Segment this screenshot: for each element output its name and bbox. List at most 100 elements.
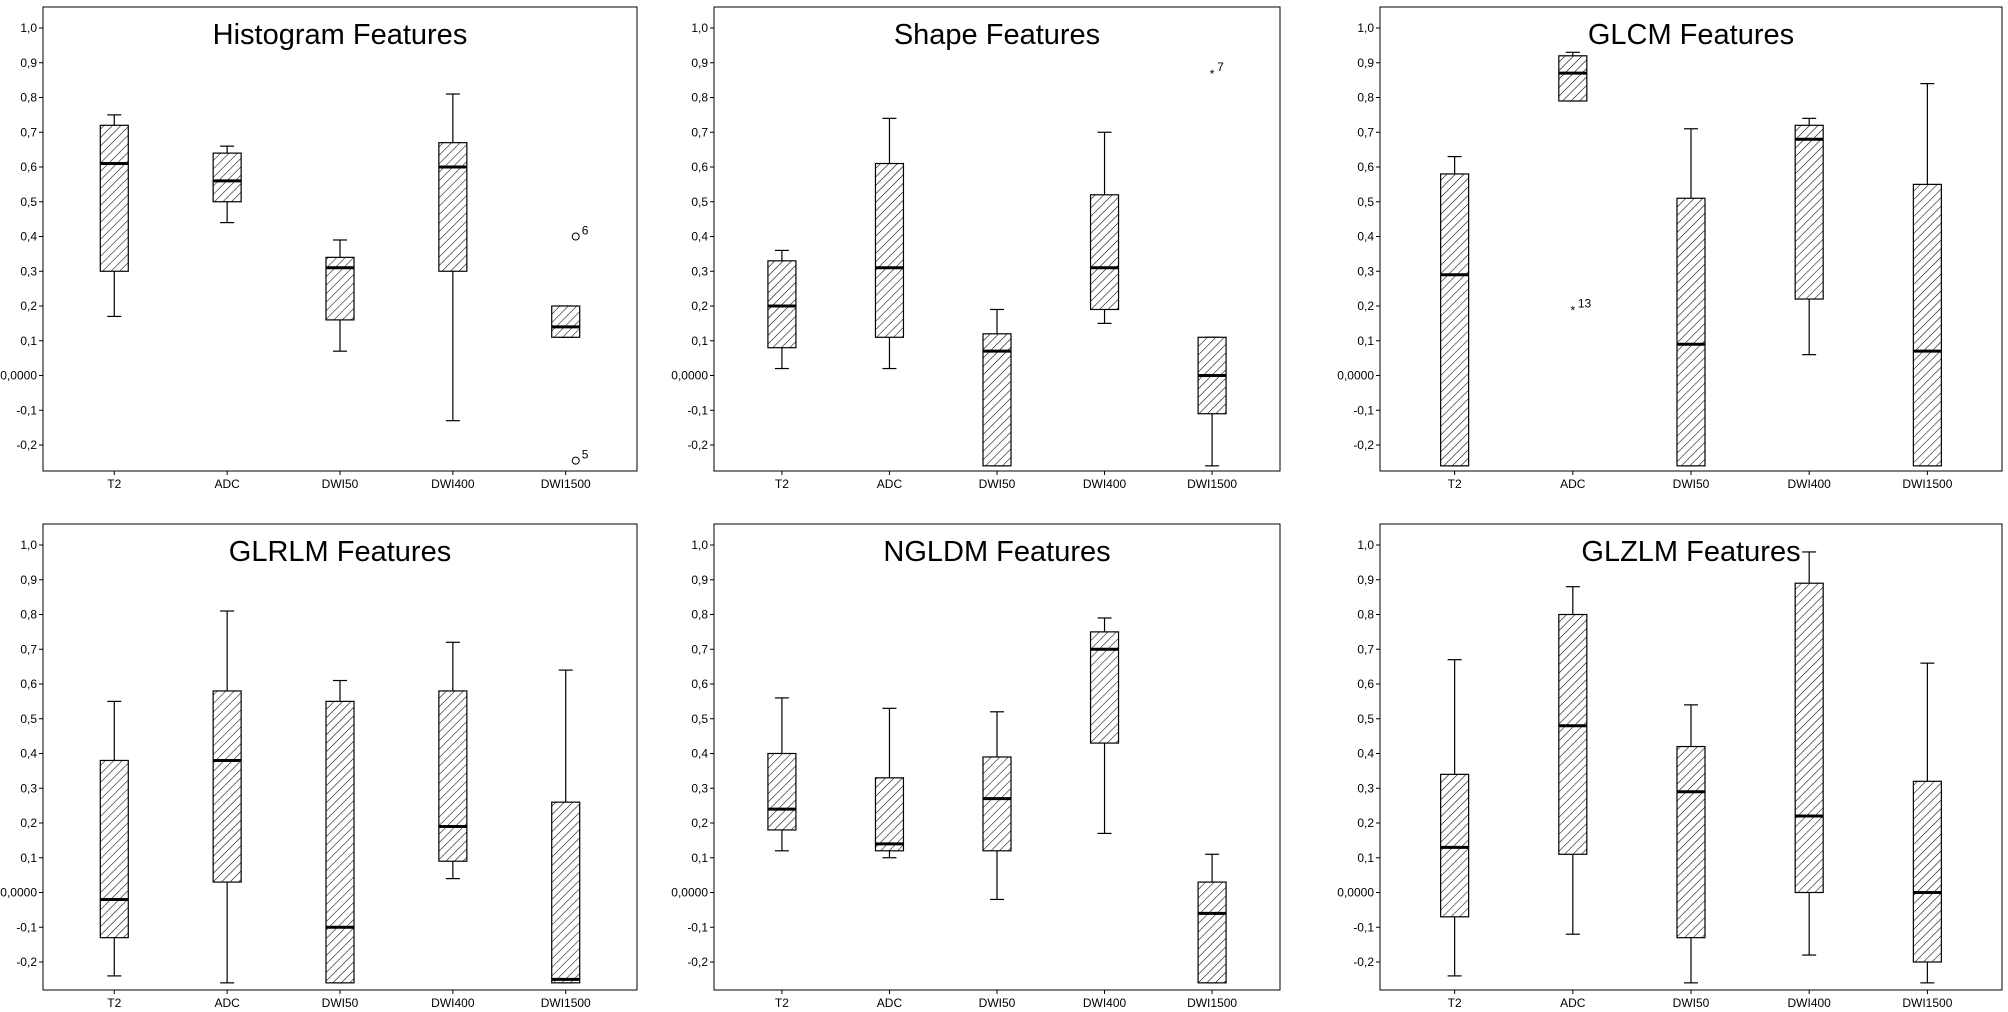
y-tick-label: 0,3 <box>691 264 708 278</box>
x-tick-label: ADC <box>214 477 240 491</box>
y-tick-label: 0,8 <box>1357 608 1374 622</box>
box-adc <box>1558 55 1588 102</box>
y-tick-label: -0,2 <box>1353 955 1374 969</box>
x-tick-label: DWI50 <box>322 996 359 1010</box>
y-tick-label: 0,5 <box>1357 712 1374 726</box>
x-tick-label: ADC <box>214 996 240 1010</box>
y-tick-label: 0,6 <box>1357 677 1374 691</box>
box-t2 <box>1440 173 1470 467</box>
box-dwi400 <box>438 142 468 272</box>
x-tick-label: ADC <box>1560 996 1586 1010</box>
y-tick-label: 0,1 <box>1357 334 1374 348</box>
y-tick-label: 0,8 <box>691 91 708 105</box>
y-tick-label: 1,0 <box>691 538 708 552</box>
y-tick-label: 0,7 <box>1357 125 1374 139</box>
x-tick-label: DWI400 <box>431 477 475 491</box>
box-adc <box>212 152 242 203</box>
y-tick-label: -0,1 <box>687 920 708 934</box>
y-tick-label: 0,9 <box>1357 56 1374 70</box>
x-tick-label: DWI1500 <box>541 996 591 1010</box>
y-tick-label: 1,0 <box>1357 538 1374 552</box>
box-adc <box>874 162 905 338</box>
outlier-marker <box>571 232 580 241</box>
outlier-label: 6 <box>582 224 589 238</box>
y-tick-label: 0,1 <box>1357 851 1374 865</box>
y-tick-label: 0,6 <box>1357 160 1374 174</box>
x-tick-label: DWI400 <box>1083 996 1127 1010</box>
x-tick-label: DWI400 <box>1788 477 1832 491</box>
box-dwi50 <box>1676 745 1706 939</box>
y-tick-label: 0,7 <box>20 125 37 139</box>
x-tick-label: DWI50 <box>979 477 1016 491</box>
y-tick-label: 0,9 <box>20 56 37 70</box>
x-tick-label: DWI1500 <box>1187 477 1237 491</box>
y-tick-label: 0,3 <box>20 781 37 795</box>
chart-title: GLRLM Features <box>229 536 451 568</box>
y-tick-label: -0,2 <box>16 955 37 969</box>
y-tick-label: 0,0000 <box>1337 886 1374 900</box>
y-tick-label: 0,9 <box>20 573 37 587</box>
box-t2 <box>1440 773 1470 918</box>
y-tick-label: 0,3 <box>1357 264 1374 278</box>
x-tick-label: DWI50 <box>1673 477 1710 491</box>
y-tick-label: 0,4 <box>1357 747 1374 761</box>
y-tick-label: 0,6 <box>20 677 37 691</box>
box-dwi400 <box>1794 582 1824 894</box>
y-tick-label: 0,0000 <box>0 886 37 900</box>
y-tick-label: 0,2 <box>1357 299 1374 313</box>
box-dwi1500 <box>551 801 581 984</box>
chart-title: NGLDM Features <box>883 536 1110 568</box>
outlier-label: 13 <box>1578 296 1592 310</box>
y-tick-label: 0,5 <box>20 712 37 726</box>
outlier-marker <box>571 456 580 465</box>
y-tick-label: 0,6 <box>691 677 708 691</box>
x-tick-label: ADC <box>877 996 903 1010</box>
x-tick-label: DWI50 <box>979 996 1016 1010</box>
y-tick-label: 0,1 <box>691 851 708 865</box>
extreme-marker: * <box>1570 303 1575 317</box>
box-adc <box>212 690 242 883</box>
box-adc <box>1558 613 1588 855</box>
y-tick-label: 0,0000 <box>1337 369 1374 383</box>
box-t2 <box>99 759 129 939</box>
x-tick-label: T2 <box>107 996 121 1010</box>
y-tick-label: 0,6 <box>20 160 37 174</box>
y-tick-label: 0,9 <box>691 56 708 70</box>
chart-panel-1: Histogram Features -0,2 -0,1 0,0000 0,1 0,2 0,… <box>0 6 638 491</box>
box-t2 <box>99 124 129 272</box>
x-tick-label: DWI1500 <box>1902 477 1952 491</box>
y-tick-label: 0,8 <box>691 608 708 622</box>
box-dwi50 <box>1676 197 1706 467</box>
box-adc <box>874 777 905 852</box>
y-tick-label: 0,5 <box>20 195 37 209</box>
chart-panel-2: Shape Features -0,2 -0,1 0,0000 0,1 0,2 0,3 0,4… <box>671 6 1281 491</box>
y-tick-label: 0,5 <box>691 712 708 726</box>
y-tick-label: 1,0 <box>691 21 708 35</box>
x-tick-label: T2 <box>775 477 789 491</box>
outlier-label: 5 <box>582 448 589 462</box>
y-tick-label: 0,8 <box>1357 91 1374 105</box>
x-tick-label: DWI400 <box>1083 477 1127 491</box>
chart-panel-5: NGLDM Features -0,2 -0,1 0,0000 0,1 0,2 0,3 0,4… <box>671 523 1281 1010</box>
chart-title: GLZLM Features <box>1581 536 1800 568</box>
x-tick-label: DWI1500 <box>1902 996 1952 1010</box>
chart-title: Shape Features <box>894 19 1100 51</box>
y-tick-label: -0,2 <box>1353 438 1374 452</box>
y-tick-label: 0,9 <box>691 573 708 587</box>
y-tick-label: -0,2 <box>16 438 37 452</box>
y-tick-label: 0,2 <box>691 816 708 830</box>
y-tick-label: 0,1 <box>20 851 37 865</box>
y-tick-label: 0,7 <box>691 642 708 656</box>
y-tick-label: 0,4 <box>20 230 37 244</box>
chart-title: GLCM Features <box>1588 19 1794 51</box>
x-tick-label: T2 <box>107 477 121 491</box>
y-tick-label: 0,3 <box>1357 781 1374 795</box>
y-tick-label: 0,1 <box>691 334 708 348</box>
y-tick-label: 0,0000 <box>671 886 708 900</box>
x-tick-label: DWI50 <box>322 477 359 491</box>
y-tick-label: 0,7 <box>20 642 37 656</box>
box-dwi1500 <box>1912 183 1942 467</box>
outlier-label: 7 <box>1217 60 1224 74</box>
y-tick-label: 0,5 <box>691 195 708 209</box>
